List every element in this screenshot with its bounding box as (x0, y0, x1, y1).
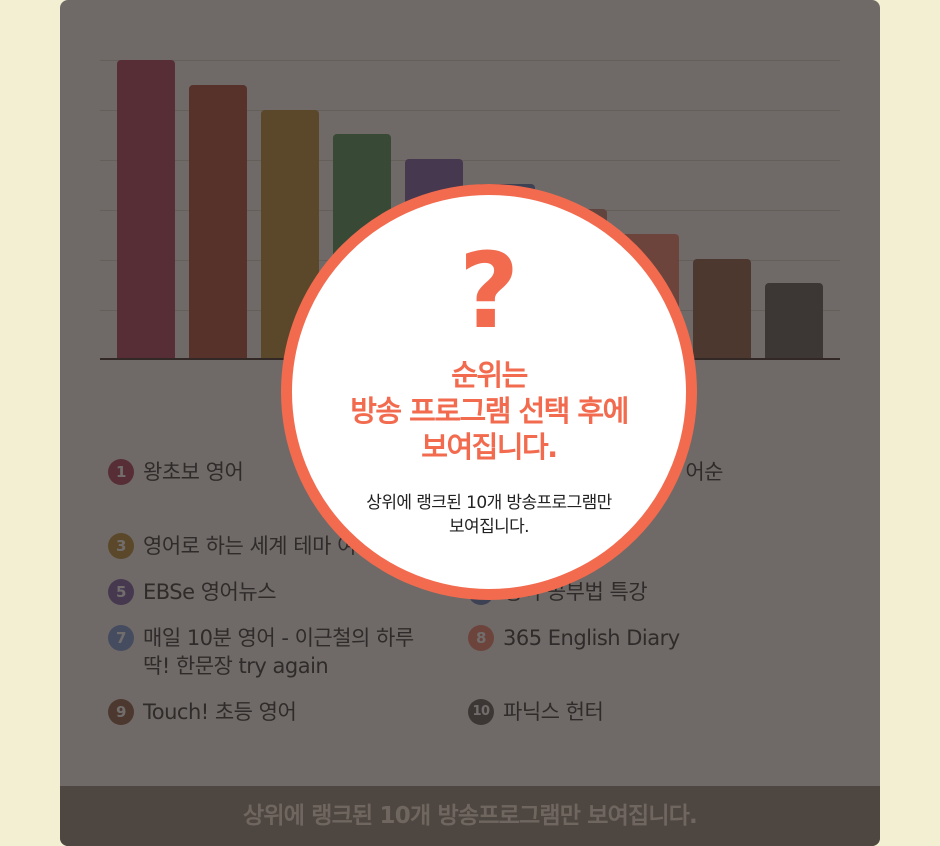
popup-subtext-line2: 보여집니다. (448, 517, 530, 537)
popup-headline-line3: 보여집니다. (421, 430, 558, 464)
footer-notice: 상위에 랭크된 10개 방송프로그램만 보여집니다. (60, 786, 880, 846)
popup-subtext: 상위에 랭크된 10개 방송프로그램만 보여집니다. (292, 491, 686, 539)
popup-circle: ? 순위는 방송 프로그램 선택 후에 보여집니다. 상위에 랭크된 10개 방… (281, 184, 697, 600)
popup-subtext-line1: 상위에 랭크된 10개 방송프로그램만 (366, 493, 612, 513)
popup-headline-line1: 순위는 (451, 358, 528, 392)
popup-headline-line2: 방송 프로그램 선택 후에 (350, 394, 629, 428)
popup-headline: 순위는 방송 프로그램 선택 후에 보여집니다. (292, 357, 686, 465)
question-mark-icon: ? (458, 230, 520, 352)
